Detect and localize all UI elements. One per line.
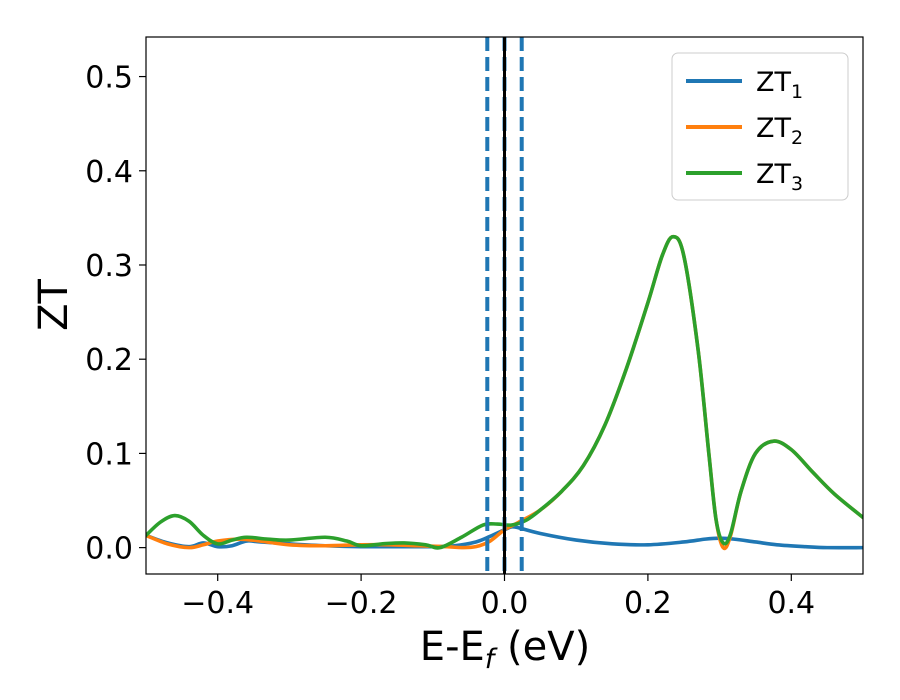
x-axis-title-rest: (eV) <box>494 624 590 670</box>
series-layer <box>146 234 863 551</box>
x-tick-label: 0.2 <box>624 586 672 621</box>
axis-ticks: −0.4 −0.2 0.0 0.2 0.4 0.0 0.1 0.2 0.3 0.4 0.5 <box>85 61 815 621</box>
legend-label-zt3: ZT3 <box>756 159 803 195</box>
x-axis-title: E-Ef (eV) <box>420 624 590 675</box>
legend-label-zt1: ZT1 <box>756 67 803 103</box>
legend-box <box>671 52 849 201</box>
series-line-zt3 <box>146 234 863 550</box>
x-tick-label: 0.0 <box>481 586 529 621</box>
x-axis-title-main: E-E <box>420 624 485 670</box>
legend-label-zt2: ZT2 <box>756 113 803 149</box>
y-axis-title: ZT <box>31 279 77 331</box>
x-tick-label: −0.2 <box>325 586 398 621</box>
y-tick-label: 0.2 <box>85 343 133 378</box>
x-tick-label: −0.4 <box>181 586 254 621</box>
reference-lines <box>485 37 524 574</box>
y-tick-label: 0.5 <box>85 61 133 96</box>
y-tick-label: 0.3 <box>85 249 133 284</box>
x-tick-label: 0.4 <box>767 586 815 621</box>
y-tick-label: 0.1 <box>85 437 133 472</box>
y-tick-label: 0.4 <box>85 155 133 190</box>
y-tick-label: 0.0 <box>85 532 133 567</box>
legend: ZT1 ZT2 ZT3 <box>671 52 849 201</box>
